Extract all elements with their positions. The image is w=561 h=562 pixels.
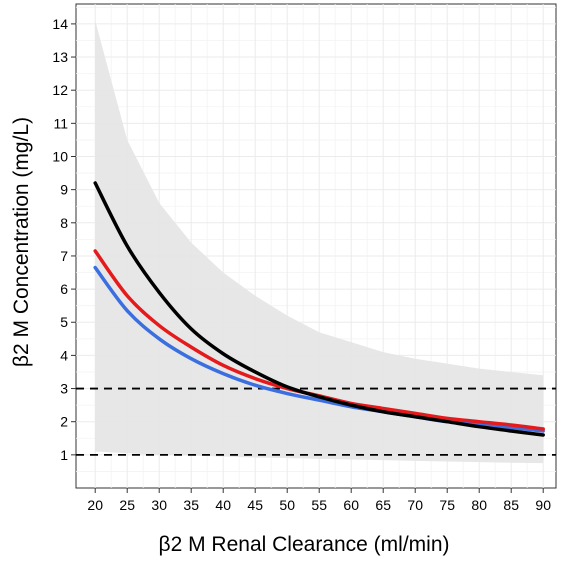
plot-area: 20 25 30 35 40 45 50 55 60 65 70 75 80 85 901234567891… — [52, 3, 557, 513]
x-tick-label: 40 — [215, 497, 231, 513]
y-tick-label: 5 — [60, 314, 68, 330]
x-tick-label: 25 — [119, 497, 135, 513]
x-tick-label: 30 — [151, 497, 167, 513]
y-tick-label: 8 — [60, 215, 68, 231]
y-tick-label: 2 — [60, 414, 68, 430]
y-tick-label: 13 — [52, 49, 68, 65]
y-tick-label: 11 — [53, 115, 68, 131]
x-tick-label: 45 — [247, 497, 263, 513]
y-tick-label: 4 — [60, 347, 68, 363]
y-axis-title: β2 M Concentration (mg/L) — [10, 117, 33, 367]
y-tick-label: 1 — [60, 447, 68, 463]
y-tick-label: 3 — [60, 381, 68, 397]
y-tick-label: 10 — [52, 148, 68, 164]
y-tick-label: 9 — [60, 182, 68, 198]
x-tick-label: 85 — [503, 497, 519, 513]
x-tick-label: 90 — [535, 497, 551, 513]
y-tick-label: 7 — [60, 248, 68, 264]
y-tick-label: 6 — [60, 281, 68, 297]
confidence-band — [95, 20, 544, 464]
x-tick-label: 35 — [183, 497, 199, 513]
x-axis-title: β2 M Renal Clearance (ml/min) — [159, 533, 450, 556]
series-line-1 — [93, 181, 545, 437]
x-tick-label: 20 — [87, 497, 103, 513]
x-tick-label: 60 — [343, 497, 359, 513]
y-tick-label: 14 — [52, 16, 68, 32]
x-tick-label: 80 — [471, 497, 487, 513]
x-tick-label: 70 — [407, 497, 423, 513]
x-tick-label: 55 — [311, 497, 327, 513]
x-tick-label: 75 — [439, 497, 455, 513]
y-tick-label: 12 — [52, 82, 68, 98]
x-tick-label: 50 — [279, 497, 295, 513]
x-tick-label: 65 — [375, 497, 391, 513]
